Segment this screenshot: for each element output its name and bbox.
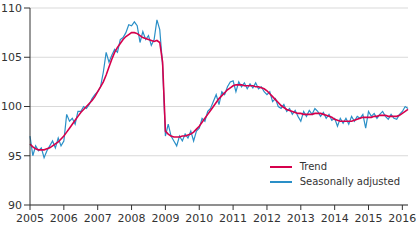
svg-text:2009: 2009 [151,212,179,225]
svg-text:2015: 2015 [355,212,383,225]
svg-text:2014: 2014 [321,212,349,225]
svg-text:90: 90 [8,199,22,212]
svg-text:105: 105 [1,51,22,64]
svg-text:2008: 2008 [118,212,146,225]
svg-text:95: 95 [8,150,22,163]
svg-text:2012: 2012 [253,212,281,225]
svg-text:2013: 2013 [287,212,315,225]
svg-text:100: 100 [1,100,22,113]
svg-text:2007: 2007 [84,212,112,225]
html-text:Seasonally adjusted: Seasonally adjusted [299,176,400,187]
svg-text:2011: 2011 [219,212,247,225]
svg-text:2016: 2016 [388,212,416,225]
svg-text:110: 110 [1,2,22,15]
svg-text:2005: 2005 [16,212,44,225]
html-text:Trend: Trend [299,161,328,172]
svg-text:2010: 2010 [185,212,213,225]
svg-text:2006: 2006 [50,212,78,225]
